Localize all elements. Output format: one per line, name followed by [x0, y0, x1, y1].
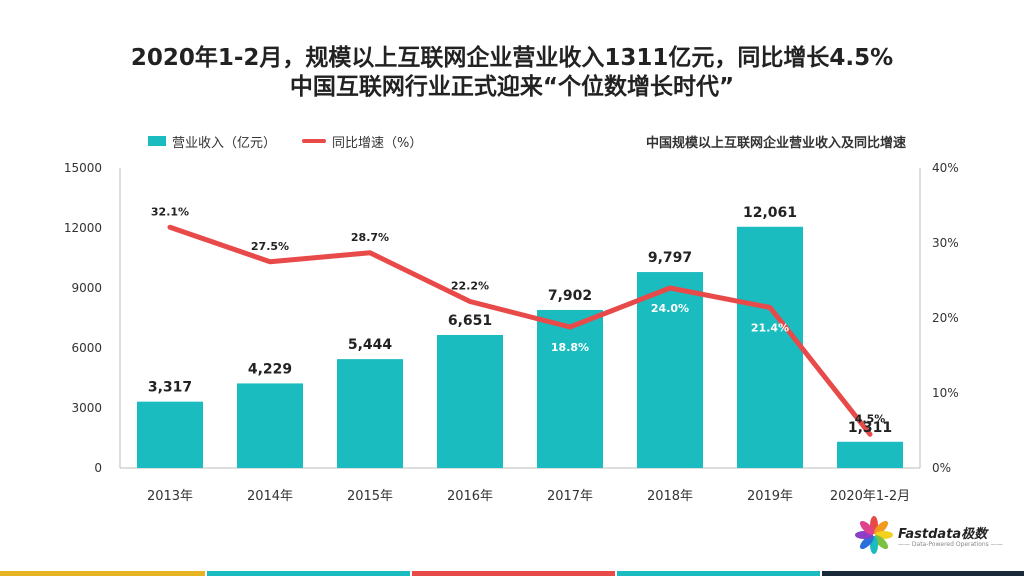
- revenue-bar: [137, 401, 203, 468]
- legend-swatch-bar: [148, 136, 166, 146]
- growth-data-label: 22.2%: [451, 280, 489, 293]
- revenue-bar: [637, 272, 703, 468]
- revenue-data-label: 6,651: [448, 313, 492, 329]
- y-right-tick-label: 0%: [932, 461, 951, 475]
- x-tick-label: 2014年: [247, 489, 293, 504]
- revenue-data-label: 3,317: [148, 380, 192, 396]
- revenue-data-label: 9,797: [648, 250, 692, 266]
- footer-stripe-2: [207, 571, 410, 576]
- revenue-bar: [537, 309, 603, 468]
- growth-data-label: 32.1%: [151, 205, 189, 218]
- page-title-line2: 中国互联网行业正式迎来“个位数增长时代”: [289, 74, 735, 100]
- x-tick-label: 2017年: [547, 489, 593, 504]
- page-title-line1: 2020年1-2月，规模以上互联网企业营业收入1311亿元，同比增长4.5%: [130, 45, 894, 71]
- revenue-bar: [737, 226, 803, 468]
- legend-item-revenue: 营业收入（亿元）: [148, 132, 276, 151]
- x-tick-label: 2018年: [647, 489, 693, 504]
- x-tick-label: 2019年: [747, 489, 793, 504]
- revenue-data-label: 12,061: [743, 205, 797, 221]
- revenue-bar: [237, 383, 303, 468]
- legend-swatch-line: [302, 139, 327, 143]
- footer-stripe-3: [412, 571, 615, 576]
- logo-brand-text: Fastdata极数: [898, 527, 988, 542]
- y-left-tick-label: 3000: [71, 401, 102, 415]
- growth-data-label: 18.8%: [551, 341, 589, 354]
- pinwheel-logo-icon: [855, 516, 893, 554]
- y-left-tick-label: 6000: [71, 341, 102, 355]
- x-tick-label: 2020年1-2月: [830, 489, 910, 504]
- revenue-bar: [437, 334, 503, 468]
- x-tick-label: 2015年: [347, 489, 393, 504]
- y-right-tick-label: 20%: [932, 311, 959, 325]
- growth-line: [167, 224, 873, 437]
- legend-label-revenue: 营业收入（亿元）: [172, 135, 277, 151]
- legend-item-growth: 同比增速（%）: [302, 132, 422, 151]
- y-left-tick-label: 12000: [64, 221, 102, 235]
- revenue-data-label: 1,311: [848, 420, 892, 436]
- growth-data-label: 28.7%: [351, 231, 389, 244]
- revenue-data-label: 7,902: [548, 288, 592, 304]
- y-left-tick-label: 9000: [71, 281, 102, 295]
- fastdata-logo: Fastdata极数 —— Data-Powered Operations ——: [854, 513, 1003, 557]
- revenue-data-label: 4,229: [248, 361, 292, 377]
- y-left-tick-label: 15000: [64, 161, 102, 175]
- x-tick-label: 2013年: [147, 489, 193, 504]
- growth-data-label: 27.5%: [251, 240, 289, 253]
- chart-subtitle: 中国规模以上互联网企业营业收入及同比增速: [645, 136, 906, 151]
- footer-stripe-4: [617, 571, 820, 576]
- y-right-tick-label: 40%: [932, 161, 959, 175]
- y-right-tick-label: 10%: [932, 386, 959, 400]
- growth-data-label: 21.4%: [751, 322, 789, 335]
- footer-stripe-1: [0, 571, 205, 576]
- legend-label-growth: 同比增速（%）: [332, 135, 423, 151]
- revenue-bar: [837, 441, 903, 468]
- growth-data-label: 24.0%: [651, 302, 689, 315]
- footer-stripe-5: [822, 571, 1024, 576]
- growth-data-label: 4.5%: [855, 412, 886, 425]
- revenue-data-label: 5,444: [348, 337, 393, 353]
- y-right-tick-label: 30%: [932, 236, 959, 250]
- x-tick-label: 2016年: [447, 489, 493, 504]
- y-left-tick-label: 0: [94, 461, 102, 475]
- revenue-bar: [337, 359, 403, 468]
- logo-tagline: —— Data-Powered Operations ——: [898, 541, 1003, 548]
- chart-legend: 营业收入（亿元） 同比增速（%）: [148, 131, 448, 151]
